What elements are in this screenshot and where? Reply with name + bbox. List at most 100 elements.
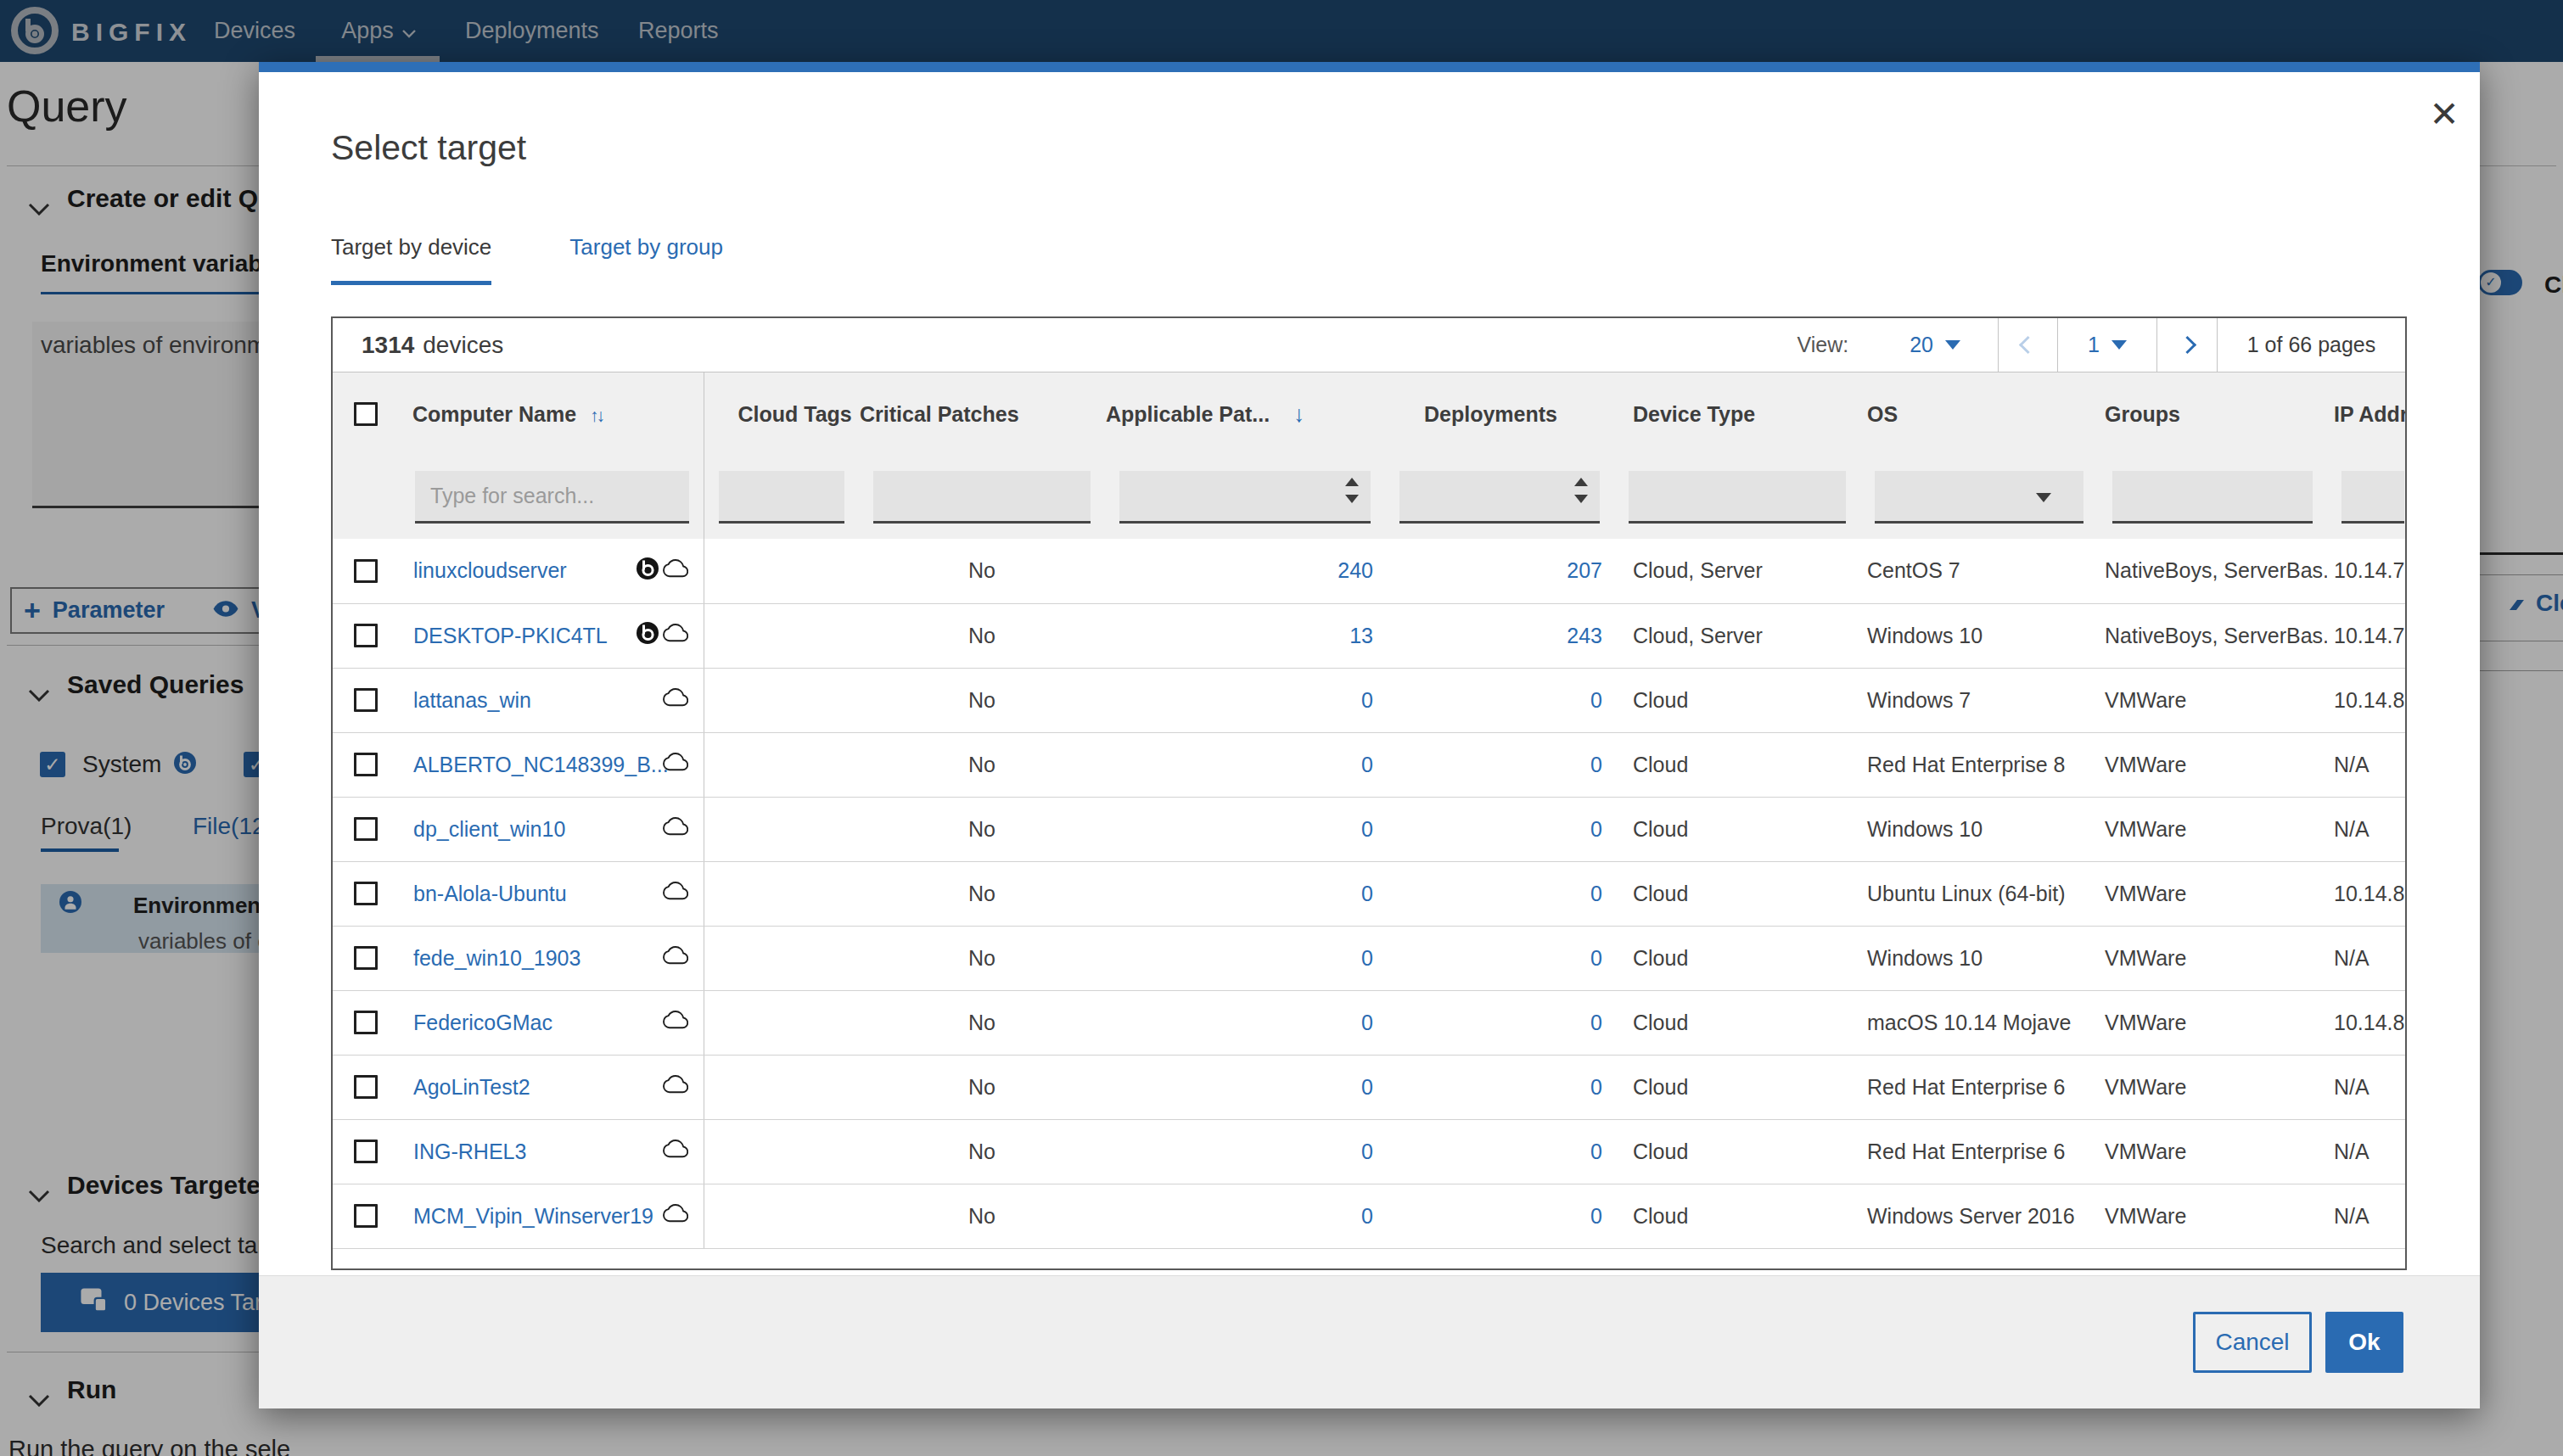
table-row[interactable]: dp_client_win10 No 0 0 Cloud Windows 10 … [333,797,2405,861]
applicable-patches-link[interactable]: 0 [1361,753,1373,776]
groups-filter-input[interactable] [2112,471,2313,524]
deployments-link[interactable]: 0 [1590,688,1602,712]
applicable-patches-link[interactable]: 0 [1361,817,1373,841]
cloud-icon [663,1007,688,1038]
row-checkbox[interactable] [354,624,378,647]
step-up-icon[interactable] [1345,478,1359,486]
number-stepper[interactable] [1574,478,1588,503]
deployments-link[interactable]: 0 [1590,1011,1602,1034]
applicable-patches-link[interactable]: 240 [1338,558,1373,582]
critical-patches-cell: No [859,1184,1105,1248]
computer-name-search-input[interactable] [415,471,689,521]
ip-address-cell: N/A [2327,1119,2405,1184]
ip-address-cell: 10.14.83.1 [2327,990,2405,1055]
critical-patches-cell: No [859,861,1105,926]
device-name-link[interactable]: ING-RHEL3 [413,1140,526,1163]
ip-filter-input[interactable] [2341,471,2404,524]
device-name-link[interactable]: DESKTOP-PKIC4TL [413,624,608,647]
device-icons [663,1007,688,1038]
column-header-critical-patches[interactable]: Critical Patches [859,372,1105,456]
device-name-link[interactable]: bn-Alola-Ubuntu [413,882,567,905]
page-size-select[interactable]: 20 [1910,318,1960,372]
row-checkbox[interactable] [354,817,378,841]
table-row[interactable]: AgoLinTest2 No 0 0 Cloud Red Hat Enterpr… [333,1055,2405,1119]
column-header-computer-name[interactable]: Computer Name↑↓ [401,372,704,456]
deployments-link[interactable]: 0 [1590,1204,1602,1228]
deployments-link[interactable]: 0 [1590,753,1602,776]
column-header-ip-address[interactable]: IP Addr [2327,372,2405,456]
deployments-link[interactable]: 243 [1567,624,1602,647]
deployments-link[interactable]: 0 [1590,882,1602,905]
device-name-link[interactable]: dp_client_win10 [413,817,565,841]
device-name-link[interactable]: ALBERTO_NC148399_B... [413,753,669,776]
close-icon[interactable]: ✕ [2424,94,2465,135]
row-checkbox[interactable] [354,559,378,583]
row-checkbox[interactable] [354,1075,378,1099]
device-type-filter-input[interactable] [1629,471,1846,524]
table-row[interactable]: ING-RHEL3 No 0 0 Cloud Red Hat Enterpris… [333,1119,2405,1184]
table-row[interactable]: FedericoGMac No 0 0 Cloud macOS 10.14 Mo… [333,990,2405,1055]
applicable-patches-link[interactable]: 0 [1361,1011,1373,1034]
deployments-link[interactable]: 0 [1590,946,1602,970]
table-row[interactable]: linuxcloudserver No 240 207 Cloud, Serve… [333,539,2405,603]
applicable-patches-link[interactable]: 0 [1361,688,1373,712]
applicable-patches-link[interactable]: 0 [1361,1140,1373,1163]
applicable-patches-link[interactable]: 0 [1361,1075,1373,1099]
device-name-link[interactable]: lattanas_win [413,688,531,712]
cancel-button[interactable]: Cancel [2193,1312,2312,1373]
row-checkbox[interactable] [354,688,378,712]
applicable-patches-filter-input[interactable] [1119,471,1371,524]
modal-title: Select target [331,128,526,168]
device-name-link[interactable]: linuxcloudserver [413,558,567,582]
deployments-link[interactable]: 0 [1590,1140,1602,1163]
device-name-link[interactable]: FedericoGMac [413,1011,552,1034]
row-checkbox[interactable] [354,882,378,905]
ok-button[interactable]: Ok [2325,1312,2403,1373]
applicable-patches-link[interactable]: 0 [1361,946,1373,970]
deployments-link[interactable]: 0 [1590,817,1602,841]
row-checkbox[interactable] [354,1204,378,1228]
row-checkbox[interactable] [354,1140,378,1163]
prev-page-button[interactable] [1998,318,2057,372]
number-stepper[interactable] [1345,478,1359,503]
table-row[interactable]: fede_win10_1903 No 0 0 Cloud Windows 10 … [333,926,2405,990]
cloud-tags-filter-input[interactable] [719,471,845,524]
deployments-filter-input[interactable] [1399,471,1600,524]
select-all-checkbox[interactable] [354,402,378,426]
next-page-button[interactable] [2156,318,2217,372]
column-header-device-type[interactable]: Device Type [1614,372,1860,456]
step-down-icon[interactable] [1345,495,1359,503]
os-filter-select[interactable] [1875,471,2083,524]
step-up-icon[interactable] [1574,478,1588,486]
device-type-cell: Cloud [1614,861,1860,926]
device-type-cell: Cloud [1614,1055,1860,1119]
tab-target-by-group[interactable]: Target by group [569,234,723,285]
deployments-link[interactable]: 0 [1590,1075,1602,1099]
critical-patches-filter-input[interactable] [873,471,1091,524]
column-header-groups[interactable]: Groups [2098,372,2327,456]
applicable-patches-link[interactable]: 0 [1361,882,1373,905]
tab-target-by-device[interactable]: Target by device [331,234,491,285]
device-name-link[interactable]: MCM_Vipin_Winserver19 [413,1204,653,1228]
column-header-deployments[interactable]: Deployments [1385,372,1614,456]
applicable-patches-link[interactable]: 13 [1349,624,1373,647]
column-header-os[interactable]: OS [1860,372,2098,456]
sort-desc-icon[interactable]: ↓ [1293,401,1305,427]
step-down-icon[interactable] [1574,495,1588,503]
applicable-patches-link[interactable]: 0 [1361,1204,1373,1228]
page-select[interactable]: 1 [2057,318,2156,372]
row-checkbox[interactable] [354,753,378,776]
table-row[interactable]: lattanas_win No 0 0 Cloud Windows 7 VMWa… [333,668,2405,732]
column-header-applicable-patches[interactable]: Applicable Pat...↓ [1105,372,1385,456]
device-name-link[interactable]: AgoLinTest2 [413,1075,530,1099]
table-row[interactable]: MCM_Vipin_Winserver19 No 0 0 Cloud Windo… [333,1184,2405,1248]
device-name-link[interactable]: fede_win10_1903 [413,946,580,970]
row-checkbox[interactable] [354,946,378,970]
sort-icon[interactable]: ↑↓ [590,406,603,425]
table-row[interactable]: bn-Alola-Ubuntu No 0 0 Cloud Ubuntu Linu… [333,861,2405,926]
table-row[interactable]: DESKTOP-PKIC4TL No 13 243 Cloud, Server … [333,603,2405,668]
column-header-cloud-tags[interactable]: Cloud Tags [704,372,859,456]
table-row[interactable]: ALBERTO_NC148399_B... No 0 0 Cloud Red H… [333,732,2405,797]
deployments-link[interactable]: 207 [1567,558,1602,582]
row-checkbox[interactable] [354,1011,378,1034]
